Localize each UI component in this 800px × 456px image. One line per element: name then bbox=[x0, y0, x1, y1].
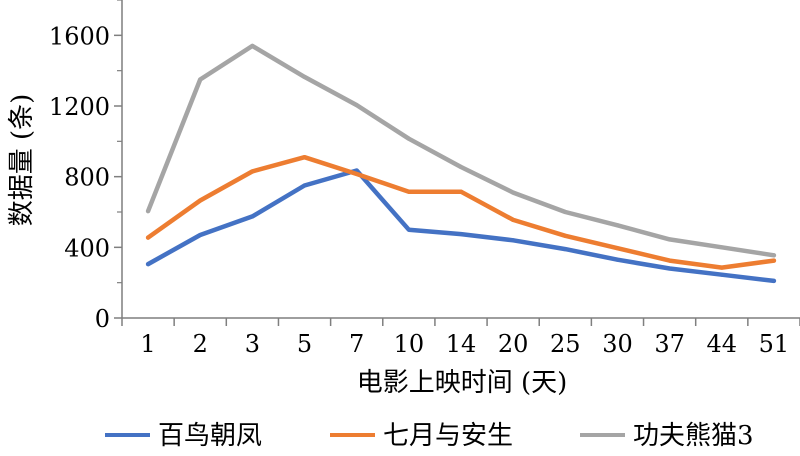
data-point bbox=[459, 164, 463, 169]
data-point bbox=[615, 246, 620, 251]
y-tick-label: 1200 bbox=[49, 93, 110, 121]
data-point bbox=[302, 74, 307, 79]
data-point bbox=[771, 258, 776, 263]
x-tick-label: 44 bbox=[706, 330, 737, 358]
data-point bbox=[563, 233, 568, 238]
data-point bbox=[406, 136, 411, 141]
data-point bbox=[719, 265, 724, 270]
y-tick-label: 400 bbox=[64, 234, 110, 262]
data-point bbox=[563, 210, 568, 214]
legend: 百鸟朝凤 七月与安生 功夫熊猫3 bbox=[0, 408, 800, 452]
data-point bbox=[667, 266, 672, 271]
x-tick-label: 1 bbox=[140, 330, 155, 358]
data-point bbox=[667, 237, 672, 242]
legend-item-2: 功夫熊猫3 bbox=[580, 421, 754, 451]
x-tick-label: 25 bbox=[550, 330, 581, 358]
data-point bbox=[302, 183, 307, 188]
plot-area bbox=[145, 43, 777, 284]
x-tick-label: 37 bbox=[654, 330, 685, 358]
x-tick-label: 7 bbox=[349, 330, 364, 358]
data-point bbox=[771, 278, 776, 283]
data-point bbox=[511, 217, 516, 222]
data-point bbox=[198, 232, 203, 237]
series-line-1 bbox=[145, 154, 777, 270]
series-line-0 bbox=[145, 168, 777, 284]
data-point bbox=[406, 227, 411, 232]
data-point bbox=[459, 189, 463, 194]
data-point bbox=[615, 257, 620, 262]
data-point bbox=[719, 245, 724, 250]
x-tick-label: 5 bbox=[297, 330, 312, 358]
data-point bbox=[354, 103, 359, 108]
data-point bbox=[146, 262, 151, 267]
data-point bbox=[667, 258, 672, 263]
x-tick-label: 10 bbox=[394, 330, 425, 358]
data-point bbox=[459, 232, 463, 237]
x-tick-label: 3 bbox=[245, 330, 260, 358]
legend-label-2: 功夫熊猫3 bbox=[633, 421, 754, 451]
data-point bbox=[615, 223, 620, 228]
data-point bbox=[302, 155, 307, 160]
data-point bbox=[146, 235, 151, 240]
series-line-2 bbox=[145, 43, 777, 258]
data-point bbox=[563, 247, 568, 252]
data-point bbox=[511, 190, 516, 195]
y-tick-label: 800 bbox=[64, 164, 110, 192]
y-axis: 0 400 800 1200 1600 bbox=[49, 0, 123, 333]
x-tick-label: 51 bbox=[759, 330, 790, 358]
y-tick-label: 0 bbox=[95, 305, 110, 333]
data-point bbox=[146, 209, 151, 214]
x-tick-label: 14 bbox=[446, 330, 477, 358]
data-point bbox=[354, 172, 359, 177]
data-point bbox=[250, 214, 255, 219]
x-axis-title: 电影上映时间 (天) bbox=[357, 368, 568, 398]
data-point bbox=[511, 238, 516, 243]
legend-label-1: 七月与安生 bbox=[383, 421, 513, 451]
data-point bbox=[250, 43, 255, 48]
x-tick-label: 2 bbox=[193, 330, 208, 358]
x-tick-label: 20 bbox=[498, 330, 529, 358]
data-point bbox=[198, 77, 203, 82]
data-point bbox=[250, 169, 255, 174]
y-axis-title: 数据量 (条) bbox=[7, 94, 37, 227]
data-point bbox=[719, 272, 724, 277]
y-tick-label: 1600 bbox=[49, 22, 110, 50]
data-point bbox=[771, 253, 776, 258]
legend-item-1: 七月与安生 bbox=[330, 421, 513, 451]
legend-item-0: 百鸟朝凤 bbox=[105, 421, 262, 451]
data-point bbox=[198, 198, 203, 203]
x-tick-label: 30 bbox=[602, 330, 633, 358]
data-point bbox=[406, 189, 411, 194]
legend-label-0: 百鸟朝凤 bbox=[158, 421, 262, 451]
x-axis: 1 2 3 5 7 10 14 20 25 30 37 44 51 bbox=[121, 317, 800, 358]
